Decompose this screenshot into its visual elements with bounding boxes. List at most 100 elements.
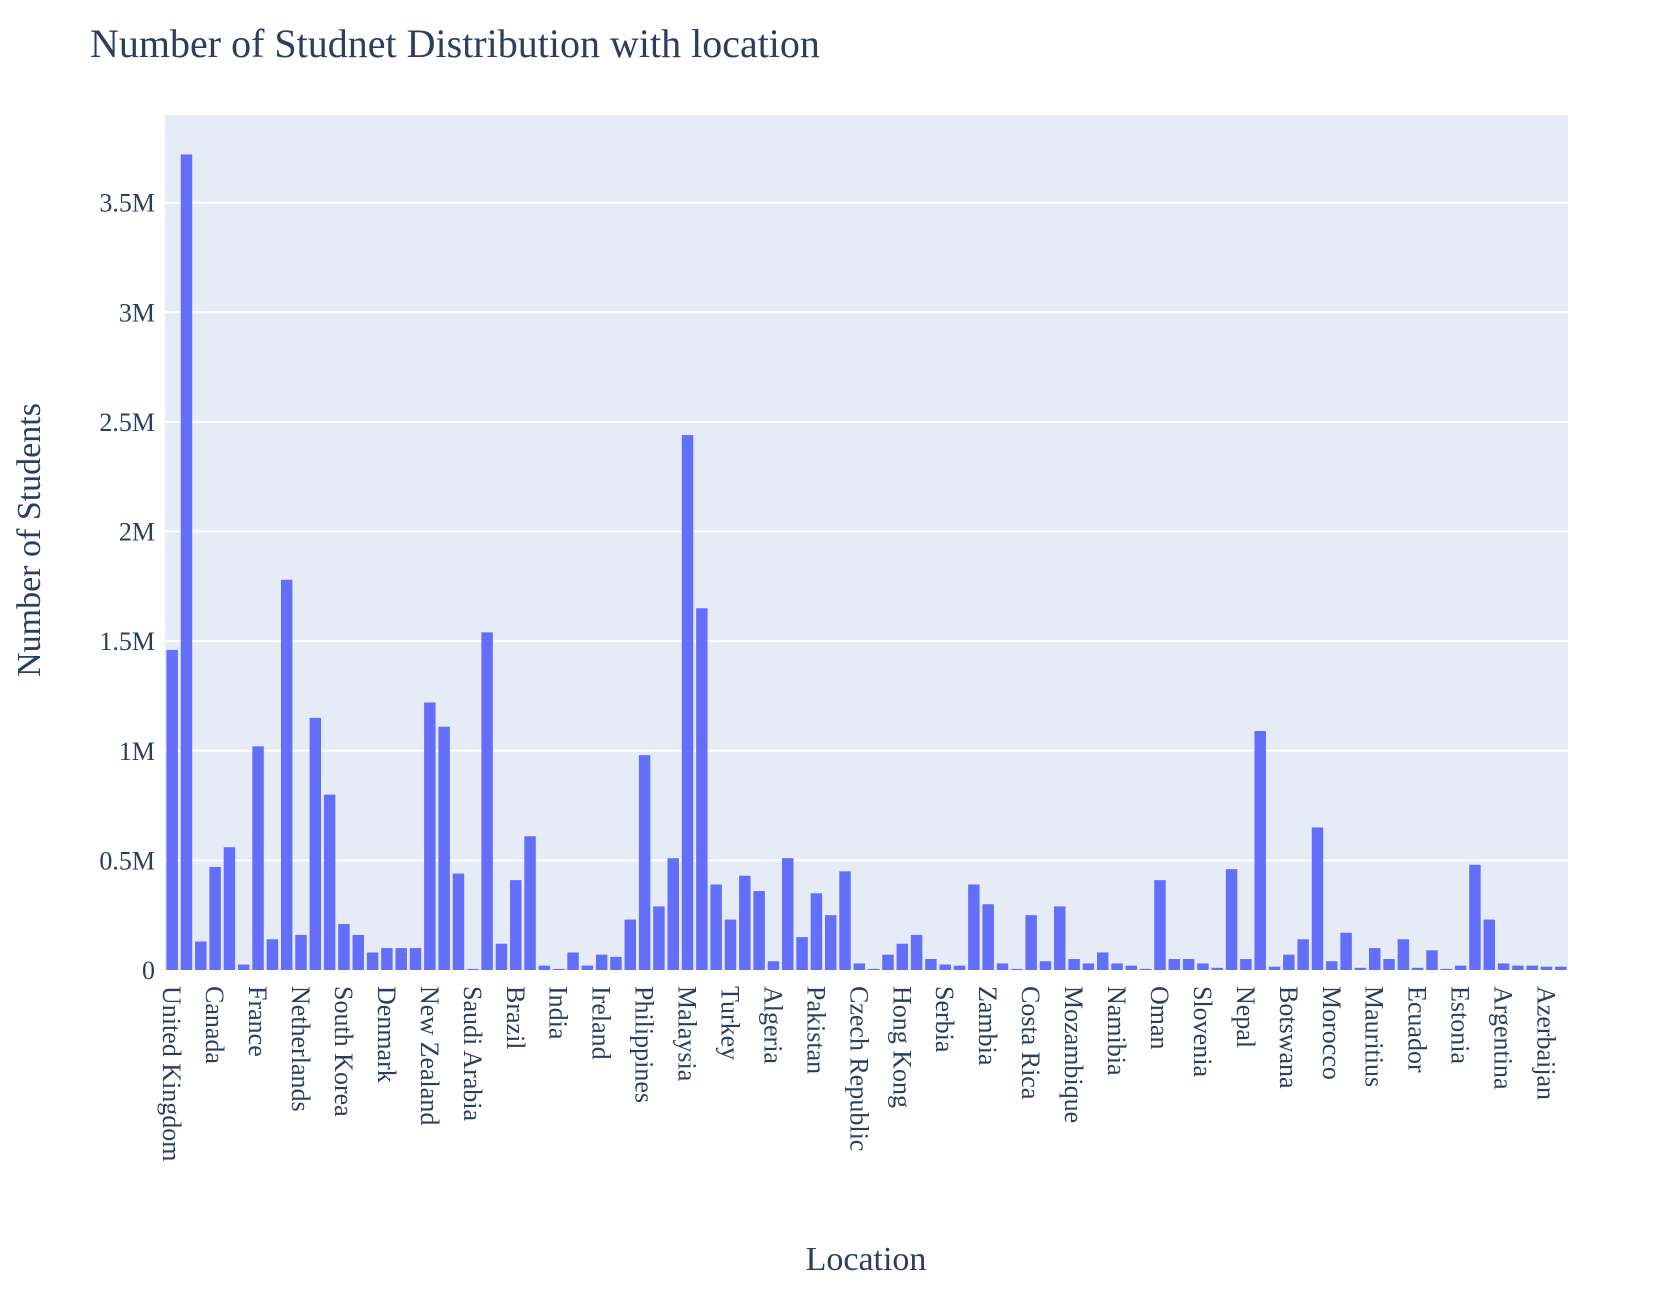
- bar: [638, 755, 651, 970]
- y-tick-label: 3.5M: [99, 189, 155, 218]
- bar: [824, 915, 837, 970]
- x-axis-title: Location: [806, 1241, 927, 1278]
- bar: [1340, 932, 1352, 970]
- x-tick-label: Canada: [200, 986, 229, 1064]
- bar: [581, 965, 594, 970]
- bar: [1197, 963, 1209, 970]
- bar: [867, 968, 880, 970]
- bar: [1240, 959, 1252, 970]
- bar: [1440, 968, 1453, 970]
- bar: [696, 608, 708, 970]
- y-tick-label: 1.5M: [99, 627, 155, 656]
- bar: [1125, 965, 1138, 970]
- x-tick-label: Argentina: [1489, 986, 1518, 1090]
- bar: [381, 948, 393, 970]
- bar: [1082, 963, 1095, 970]
- bar: [1139, 968, 1152, 970]
- x-tick-label: Botswana: [1274, 986, 1303, 1089]
- bar: [524, 836, 536, 970]
- x-tick-label: South Korea: [329, 986, 358, 1117]
- bar: [223, 847, 236, 970]
- x-tick-label: Turkey: [715, 986, 744, 1060]
- x-tick-label: Denmark: [372, 986, 401, 1083]
- plot-area: [165, 115, 1568, 970]
- bar: [1369, 948, 1381, 970]
- x-tick-label: Mauritius: [1360, 986, 1389, 1087]
- bars: [166, 154, 1567, 971]
- bar: [595, 954, 608, 970]
- bar: [810, 893, 823, 970]
- bar: [481, 632, 493, 970]
- bar: [1354, 967, 1367, 970]
- x-tick-label: Saudi Arabia: [458, 986, 487, 1121]
- bar: [1154, 880, 1166, 970]
- bar: [295, 934, 307, 970]
- x-tick-label: India: [544, 986, 573, 1040]
- bar: [338, 923, 350, 970]
- bar: [1497, 963, 1510, 970]
- x-tick-label: Estonia: [1446, 986, 1475, 1064]
- bar: [395, 948, 407, 970]
- bar: [510, 880, 522, 970]
- x-tick-label: Czech Republic: [844, 986, 873, 1151]
- x-tick-label: Zambia: [973, 986, 1002, 1066]
- x-tick-label: Malaysia: [673, 986, 702, 1082]
- bar: [1254, 731, 1266, 970]
- bar: [939, 964, 951, 970]
- bar: [1096, 952, 1109, 970]
- bar: [1168, 959, 1181, 970]
- x-tick-label: Brazil: [501, 986, 530, 1050]
- bar: [853, 963, 866, 970]
- bar: [1111, 963, 1123, 970]
- x-tick-label: Netherlands: [286, 986, 315, 1112]
- bar: [653, 906, 665, 970]
- chart-title: Number of Studnet Distribution with loca…: [90, 21, 820, 66]
- bar: [710, 884, 722, 970]
- bar: [1268, 966, 1281, 970]
- bar: [681, 435, 694, 971]
- bar: [209, 866, 221, 970]
- bar: [1068, 959, 1080, 970]
- bar: [438, 726, 450, 970]
- bar: [1454, 965, 1467, 970]
- bar: [180, 154, 193, 970]
- bar: [610, 956, 622, 970]
- bar: [667, 858, 679, 970]
- bar: [195, 941, 207, 970]
- bar: [896, 943, 909, 970]
- bar: [424, 702, 436, 970]
- x-tick-label: Ireland: [587, 986, 616, 1060]
- y-tick-label: 1M: [119, 737, 155, 766]
- bar: [1426, 950, 1438, 970]
- bar: [1054, 906, 1066, 970]
- bar: [495, 943, 508, 970]
- bar: [1011, 968, 1023, 970]
- bar: [1526, 965, 1538, 970]
- y-tick-label: 2M: [119, 518, 155, 547]
- bar: [409, 948, 422, 970]
- bar: [982, 904, 994, 970]
- bar: [1411, 967, 1424, 970]
- bar: [882, 954, 894, 970]
- bar: [1311, 827, 1324, 970]
- x-tick-label: Costa Rica: [1016, 986, 1045, 1100]
- bar: [280, 579, 293, 970]
- bar: [1025, 915, 1037, 970]
- x-tick-label: Azerbaijan: [1532, 986, 1561, 1100]
- bar: [796, 937, 808, 970]
- bar: [1326, 961, 1338, 970]
- x-tick-label: Nepal: [1231, 986, 1260, 1048]
- bar: [323, 794, 336, 970]
- bar: [968, 884, 980, 970]
- x-tick-label: France: [243, 986, 272, 1057]
- bar: [724, 919, 737, 970]
- bar: [1225, 869, 1238, 970]
- y-tick-label: 0: [142, 956, 155, 985]
- bar: [753, 891, 765, 970]
- bar: [839, 871, 851, 970]
- bar: [166, 649, 178, 970]
- bar: [538, 965, 551, 970]
- x-tick-label: Algeria: [758, 986, 787, 1064]
- x-tick-label: Pakistan: [801, 986, 830, 1074]
